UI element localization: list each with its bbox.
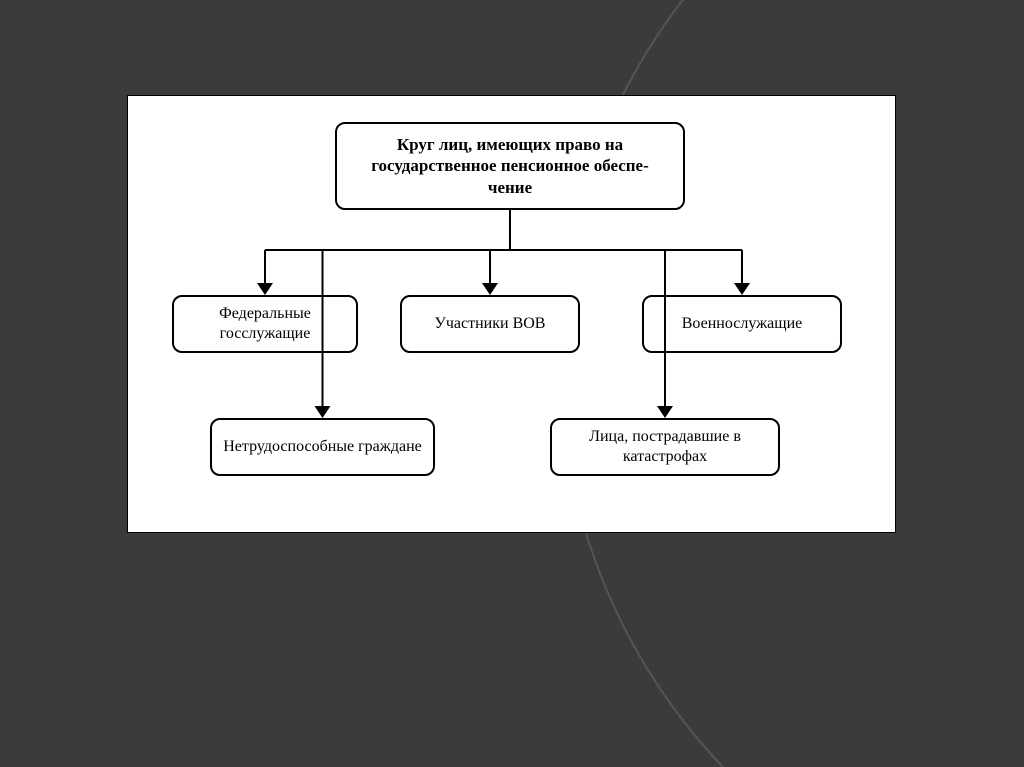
- node-federal-employees: Федеральные госслужащие: [172, 295, 358, 353]
- node-c3-label: Военнослужащие: [682, 314, 803, 334]
- node-c1-label: Федеральные госслужащие: [184, 304, 346, 344]
- node-wwii-participants: Участники ВОВ: [400, 295, 580, 353]
- node-root: Круг лиц, имеющих право на государственн…: [335, 122, 685, 210]
- node-c4-label: Нетрудоспособные граждане: [223, 437, 422, 457]
- node-c2-label: Участники ВОВ: [435, 314, 546, 334]
- node-c5-label: Лица, пострадавшие в катастрофах: [562, 427, 768, 467]
- node-disaster-victims: Лица, пострадавшие в катастрофах: [550, 418, 780, 476]
- node-military: Военнослужащие: [642, 295, 842, 353]
- node-root-label: Круг лиц, имеющих право на государственн…: [347, 134, 673, 198]
- node-disabled-citizens: Нетрудоспособные граждане: [210, 418, 435, 476]
